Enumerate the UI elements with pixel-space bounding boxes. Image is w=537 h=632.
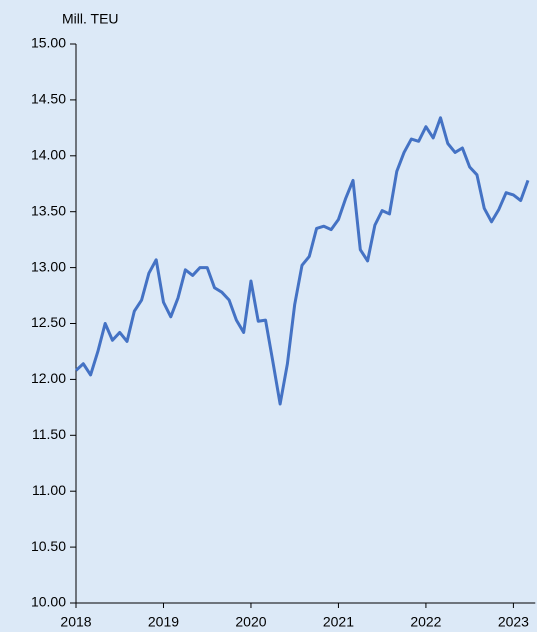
y-tick-label: 12.00 xyxy=(31,370,66,386)
x-tick-label: 2021 xyxy=(323,614,354,630)
y-tick-label: 14.50 xyxy=(31,91,66,107)
y-tick-label: 11.00 xyxy=(32,482,66,498)
y-tick-label: 15.00 xyxy=(31,35,66,51)
x-tick-label: 2020 xyxy=(235,614,266,630)
x-tick-label: 2018 xyxy=(60,614,91,630)
y-tick-label: 10.50 xyxy=(31,538,66,554)
y-tick-label: 13.00 xyxy=(31,258,66,274)
y-axis-label: Mill. TEU xyxy=(62,11,119,27)
y-tick-label: 13.50 xyxy=(31,202,66,218)
x-tick-label: 2019 xyxy=(148,614,179,630)
y-tick-label: 11.50 xyxy=(32,426,66,442)
data-line xyxy=(74,116,530,406)
y-tick-label: 10.00 xyxy=(31,594,66,610)
x-tick-label: 2022 xyxy=(410,614,441,630)
x-tick-label: 2023 xyxy=(498,614,529,630)
y-tick-label: 12.50 xyxy=(31,314,66,330)
y-tick-label: 14.00 xyxy=(31,147,66,163)
